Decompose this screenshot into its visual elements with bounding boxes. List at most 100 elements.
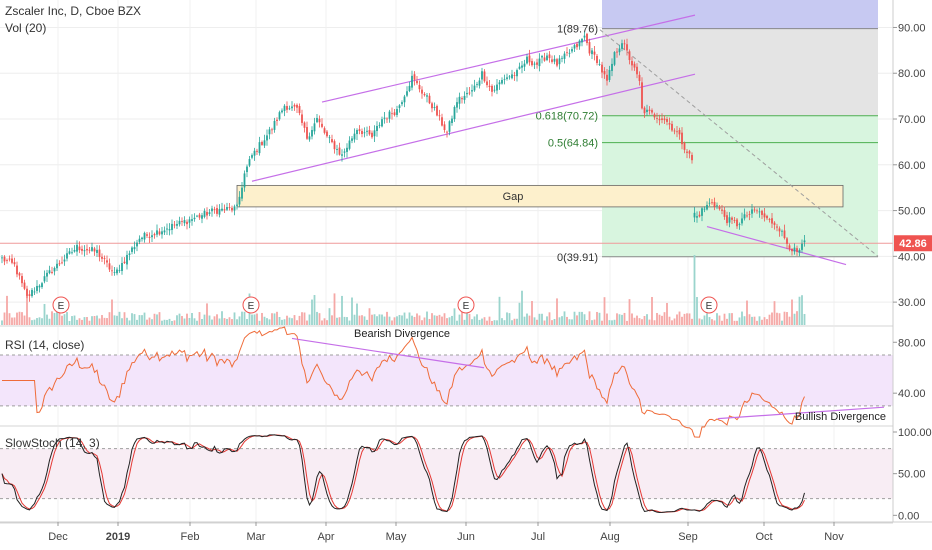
volume-bar xyxy=(781,320,783,325)
candle-body xyxy=(561,57,563,59)
candle-body xyxy=(413,74,416,80)
volume-bar xyxy=(368,308,371,325)
volume-bar xyxy=(546,316,548,325)
price-tick-label: 30.00 xyxy=(898,297,926,309)
candle-body xyxy=(326,131,328,137)
candle-body xyxy=(126,254,128,265)
volume-bar xyxy=(393,317,396,325)
candle-body xyxy=(296,104,298,108)
candle-body xyxy=(8,258,11,260)
time-tick-label: Apr xyxy=(317,531,334,543)
candle-body xyxy=(426,95,428,97)
time-tick-label: Aug xyxy=(600,531,620,543)
gap-label: Gap xyxy=(503,191,524,203)
volume-bar xyxy=(718,315,721,325)
volume-bar xyxy=(623,312,626,325)
time-tick-label: Mar xyxy=(247,531,266,543)
candle-body xyxy=(338,147,341,155)
volume-bar xyxy=(251,314,253,325)
volume-bar xyxy=(356,303,358,325)
candle-body xyxy=(658,118,661,121)
volume-bar xyxy=(383,316,386,325)
volume-bar xyxy=(578,311,581,325)
volume-bar xyxy=(38,317,41,325)
candle-body xyxy=(286,106,288,110)
volume-bar xyxy=(198,312,201,325)
volume-bar xyxy=(511,320,513,325)
volume-bar xyxy=(773,301,776,325)
candle-body xyxy=(468,92,471,94)
volume-bar xyxy=(191,313,193,325)
volume-bar xyxy=(208,315,211,325)
volume-bar xyxy=(268,319,271,325)
volume-bar xyxy=(228,317,231,325)
volume-bar xyxy=(458,314,461,325)
earnings-marker[interactable]: E xyxy=(52,296,70,314)
candle-body xyxy=(788,245,791,250)
volume-bars xyxy=(1,255,806,325)
bearish-divergence-line xyxy=(291,337,485,369)
earnings-marker[interactable]: E xyxy=(457,296,475,314)
candle-body xyxy=(626,44,628,51)
volume-bar xyxy=(576,315,578,325)
candle-body xyxy=(491,85,493,92)
candle-body xyxy=(593,51,596,55)
candle-body xyxy=(168,229,171,231)
candle-body xyxy=(353,133,356,140)
volume-bar xyxy=(688,313,691,325)
volume-bar xyxy=(78,318,81,325)
earnings-marker[interactable]: E xyxy=(700,296,718,314)
candle-body xyxy=(638,74,641,81)
chart-title: Zscaler Inc, D, Cboe BZX xyxy=(5,4,141,18)
candle-body xyxy=(558,58,561,65)
candle-body xyxy=(756,210,758,212)
candle-body xyxy=(438,115,441,117)
candle-body xyxy=(498,82,501,85)
volume-bar xyxy=(51,311,53,325)
volume-bar xyxy=(738,317,741,325)
candle-body xyxy=(396,109,398,115)
volume-bar xyxy=(86,317,88,325)
candle-body xyxy=(708,202,711,204)
rsi-band xyxy=(0,355,893,406)
candle-body xyxy=(686,151,688,153)
volume-bar xyxy=(203,314,206,325)
volume-bar xyxy=(646,314,648,325)
volume-bar xyxy=(483,317,486,325)
candle-body xyxy=(91,247,93,251)
candle-body xyxy=(488,85,491,88)
candle-body xyxy=(646,109,648,113)
candle-body xyxy=(13,262,16,265)
earnings-marker[interactable]: E xyxy=(242,296,260,314)
candle-body xyxy=(53,267,56,272)
candle-body xyxy=(121,263,123,271)
candle-body xyxy=(528,55,531,63)
candle-body xyxy=(456,102,458,108)
volume-bar xyxy=(276,311,278,325)
candle-body xyxy=(248,159,251,166)
candle-body xyxy=(731,217,733,220)
candle-body xyxy=(563,53,566,59)
candle-body xyxy=(68,251,71,254)
time-tick-label: May xyxy=(386,531,407,543)
candle-body xyxy=(581,38,583,43)
volume-bar xyxy=(656,312,658,325)
candle-body xyxy=(261,141,263,145)
volume-bar xyxy=(231,319,233,325)
volume-bar xyxy=(706,313,708,325)
volume-bar xyxy=(788,316,791,325)
volume-bar xyxy=(693,255,696,325)
candle-body xyxy=(143,232,146,240)
earnings-circle xyxy=(242,296,260,314)
volume-bar xyxy=(223,318,226,325)
candle-body xyxy=(308,136,311,140)
candle-body xyxy=(471,90,473,92)
candle-body xyxy=(653,114,656,118)
volume-bar xyxy=(621,314,623,325)
candle-body xyxy=(768,219,771,220)
volume-bar xyxy=(333,293,336,325)
candle-body xyxy=(48,270,51,274)
volume-bar xyxy=(473,316,476,325)
volume-bar xyxy=(293,315,296,325)
volume-bar xyxy=(8,313,11,325)
